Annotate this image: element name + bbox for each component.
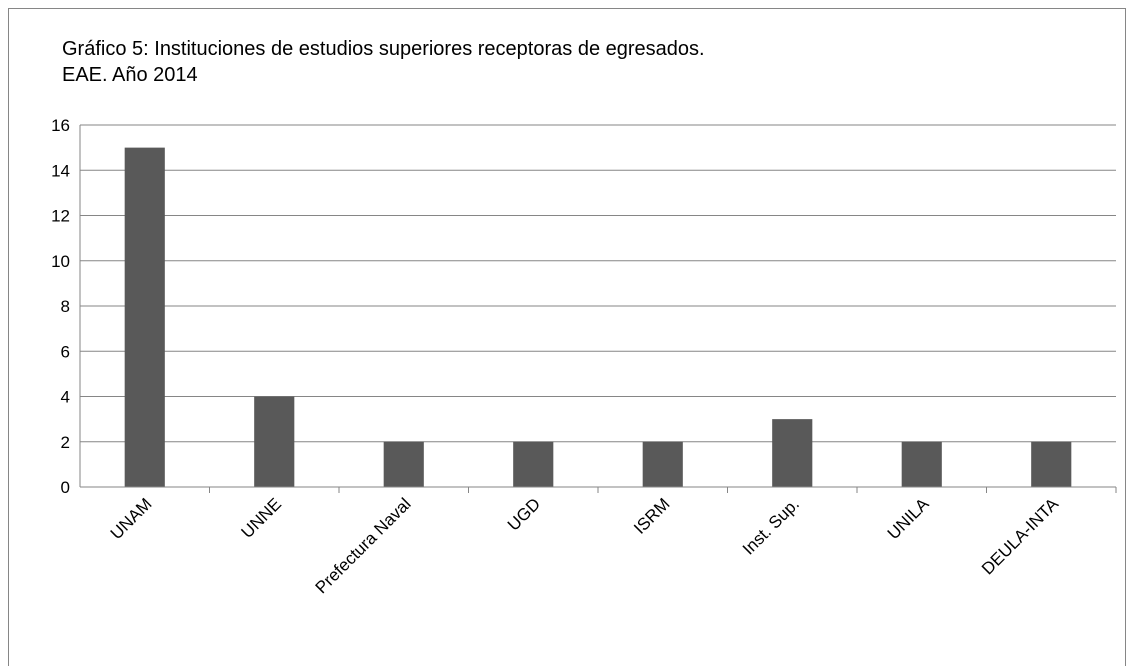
bar	[254, 396, 295, 487]
y-tick-label: 6	[61, 342, 70, 361]
y-tick-label: 16	[51, 116, 70, 135]
y-tick-label: 14	[51, 161, 70, 180]
y-tick-label: 10	[51, 252, 70, 271]
y-tick-label: 8	[61, 297, 70, 316]
bar	[1031, 441, 1072, 487]
bar	[901, 441, 942, 487]
bar	[124, 147, 165, 487]
bar	[642, 441, 683, 487]
bar	[383, 441, 424, 487]
bar	[513, 441, 554, 487]
y-tick-label: 2	[61, 433, 70, 452]
y-tick-label: 4	[61, 388, 70, 407]
y-tick-label: 0	[61, 478, 70, 497]
y-tick-label: 12	[51, 207, 70, 226]
bar	[772, 419, 813, 487]
chart-title: EAE. Año 2014	[62, 64, 198, 86]
chart-title: Gráfico 5: Instituciones de estudios sup…	[62, 38, 705, 60]
chart-border	[8, 8, 1126, 666]
